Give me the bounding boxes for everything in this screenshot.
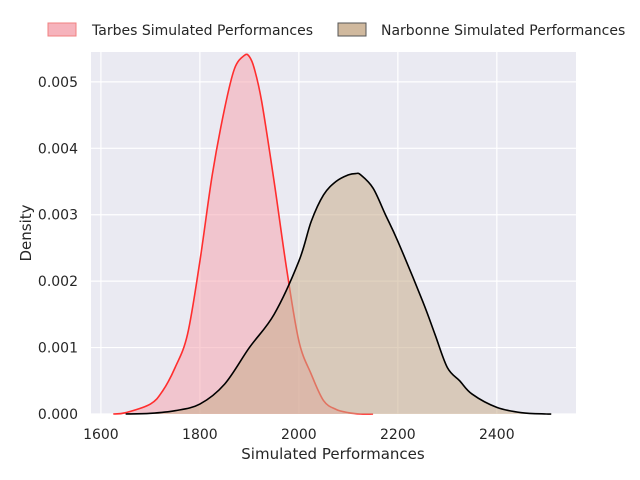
density-areas bbox=[113, 53, 552, 415]
legend-label: Tarbes Simulated Performances bbox=[91, 23, 313, 39]
y-tick-label: 0.003 bbox=[38, 208, 78, 224]
series-1-area bbox=[113, 54, 374, 415]
y-tick-label: 0.002 bbox=[38, 274, 78, 290]
gridlines bbox=[91, 52, 576, 415]
series-2-line bbox=[125, 172, 552, 415]
legend-swatch bbox=[337, 22, 367, 37]
x-tick-label: 1600 bbox=[83, 427, 119, 443]
series-2-area bbox=[125, 173, 552, 415]
y-axis-label: Density bbox=[17, 204, 35, 261]
y-axis-ticks: 0.000 0.001 0.002 0.003 0.004 0.005 bbox=[38, 75, 78, 423]
x-tick-label: 2400 bbox=[479, 427, 515, 443]
legend-label: Narbonne Simulated Performances bbox=[381, 23, 625, 39]
x-tick-label: 2000 bbox=[281, 427, 317, 443]
y-tick-label: 0.004 bbox=[38, 141, 78, 157]
y-tick-label: 0.005 bbox=[38, 75, 78, 91]
y-tick-label: 0.001 bbox=[38, 341, 78, 357]
x-tick-label: 1800 bbox=[182, 427, 218, 443]
y-tick-label: 0.000 bbox=[38, 407, 78, 423]
x-axis-label: Simulated Performances bbox=[241, 445, 425, 463]
legend: Tarbes Simulated Performances Narbonne Si… bbox=[47, 22, 625, 39]
legend-swatch bbox=[47, 22, 77, 37]
x-axis-ticks: 1600 1800 2000 2200 2400 bbox=[83, 427, 515, 443]
x-tick-label: 2200 bbox=[380, 427, 416, 443]
